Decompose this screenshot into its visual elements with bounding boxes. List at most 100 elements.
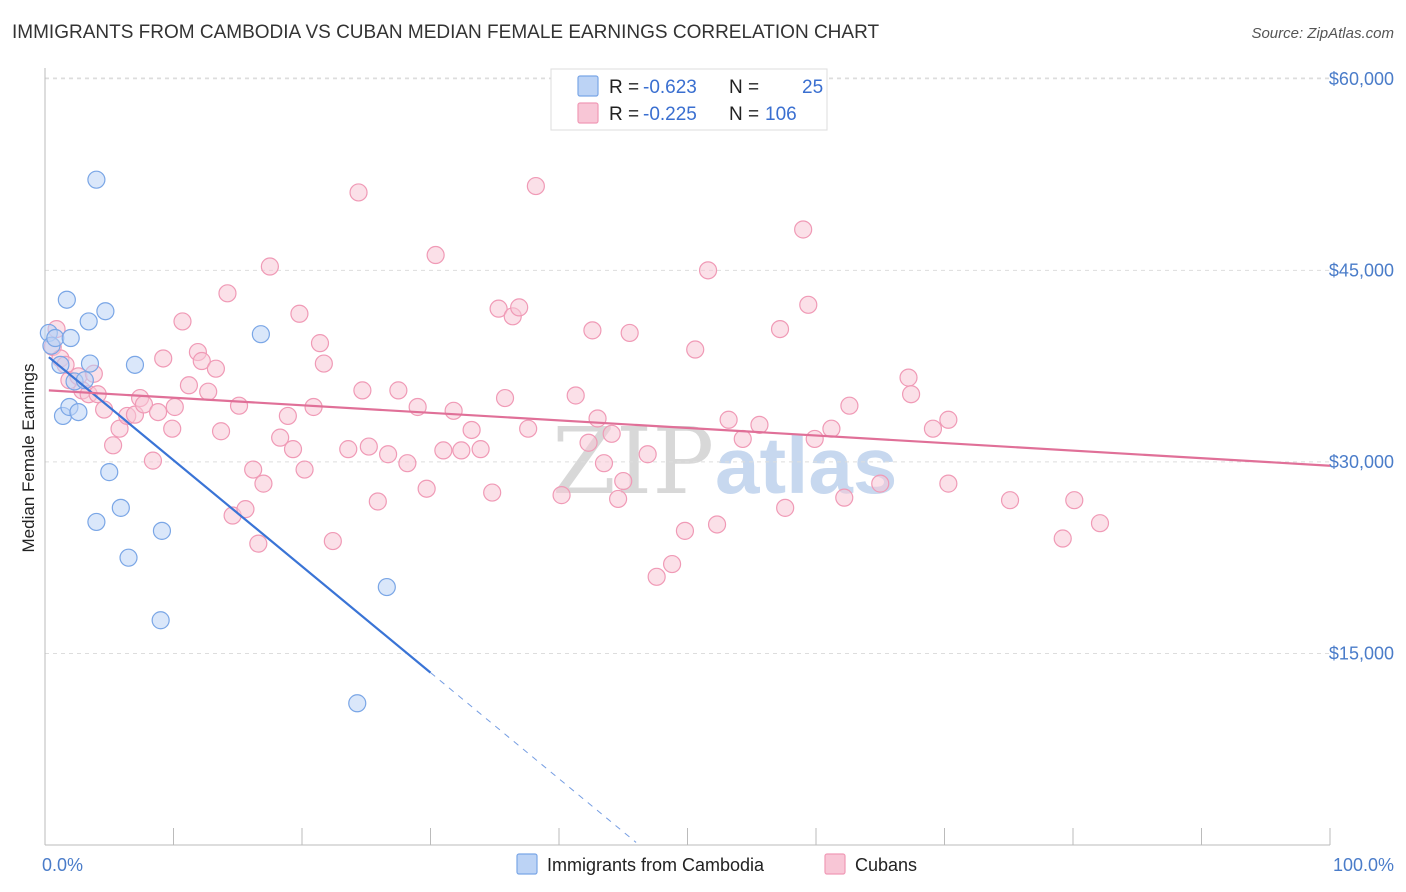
point-cambodia: [87, 512, 106, 532]
point-cubans: [566, 386, 585, 405]
y-axis-label: Median Female Earnings: [19, 364, 38, 553]
gridlines: [45, 77, 1330, 654]
point-cubans: [588, 409, 607, 428]
y-tick-label: $30,000: [1329, 452, 1394, 472]
point-cubans: [218, 284, 237, 303]
point-cubans: [805, 429, 824, 449]
point-cambodia: [348, 694, 367, 713]
series-legend: Immigrants from Cambodia Cubans: [516, 853, 917, 875]
point-cubans: [398, 454, 417, 473]
point-cambodia: [79, 312, 98, 331]
point-cubans: [260, 257, 279, 276]
point-cubans: [489, 299, 508, 318]
stats-legend-swatch-cambodia: [577, 75, 599, 97]
point-cambodia: [61, 328, 80, 348]
stats-legend-n-value-cubans: 106: [765, 104, 797, 125]
point-cubans: [368, 492, 387, 511]
point-cambodia: [111, 498, 130, 517]
point-cubans: [295, 460, 314, 479]
point-cubans: [939, 474, 958, 493]
y-tick-label: $45,000: [1329, 260, 1394, 280]
point-cubans: [638, 445, 657, 464]
point-cubans: [1000, 491, 1020, 510]
point-cubans: [620, 323, 639, 343]
point-cubans: [647, 567, 666, 586]
point-cubans: [510, 298, 529, 317]
point-cubans: [686, 340, 705, 359]
point-cambodia: [151, 611, 170, 630]
point-cubans: [923, 419, 943, 438]
point-cubans: [462, 420, 481, 440]
point-cambodia: [69, 402, 88, 422]
point-cubans: [271, 428, 290, 447]
point-cubans: [662, 554, 682, 574]
point-cubans: [1090, 514, 1110, 533]
point-cubans: [278, 406, 297, 426]
point-cubans: [733, 429, 752, 449]
point-cubans: [143, 451, 163, 470]
point-cubans: [614, 471, 633, 491]
point-cubans: [835, 488, 854, 507]
point-cubans: [776, 498, 795, 517]
point-cubans: [519, 419, 538, 438]
point-cubans: [471, 440, 490, 459]
point-cubans: [229, 396, 249, 415]
x-tick-label-min: 0.0%: [42, 855, 83, 875]
stats-legend-r-label-cambodia: R =: [609, 77, 639, 98]
point-cubans: [378, 445, 398, 464]
point-cubans: [675, 521, 695, 540]
point-cubans: [719, 410, 738, 429]
point-cubans: [840, 396, 859, 415]
point-cubans: [192, 351, 211, 371]
stats-legend-n-label-cubans: N =: [729, 104, 759, 125]
point-cubans: [283, 440, 303, 459]
x-tick-label-max: 100.0%: [1333, 855, 1394, 875]
point-cubans: [707, 515, 727, 534]
stats-legend-n-value-cambodia: 25: [802, 77, 823, 98]
point-cubans: [199, 382, 218, 401]
trend-lines: [48, 356, 1331, 843]
point-cubans: [1053, 529, 1072, 548]
point-cubans: [583, 321, 602, 340]
point-cubans: [323, 531, 342, 551]
point-cubans: [163, 419, 182, 438]
point-cubans: [770, 319, 790, 339]
point-cubans: [901, 385, 921, 404]
point-cubans: [417, 479, 436, 498]
legend-swatch-cambodia: [516, 853, 538, 875]
point-cambodia: [96, 302, 115, 321]
point-cubans: [249, 534, 268, 553]
trend-line-cambodia-extension: [430, 672, 637, 843]
point-cubans: [939, 410, 958, 429]
point-cubans: [698, 261, 718, 280]
legend-label-cubans: Cubans: [855, 855, 917, 875]
series-cubans-points: [43, 176, 1110, 586]
point-cubans: [799, 295, 818, 314]
point-cambodia: [152, 521, 172, 540]
point-cubans: [483, 483, 502, 502]
trend-line-cambodia: [48, 356, 432, 674]
series-cambodia-points: [39, 170, 396, 713]
axes: [44, 68, 1331, 846]
stats-legend-r-label-cubans: R =: [609, 104, 639, 125]
chart-title: IMMIGRANTS FROM CAMBODIA VS CUBAN MEDIAN…: [12, 22, 879, 43]
point-cubans: [434, 441, 453, 460]
point-cubans: [359, 437, 378, 456]
stats-legend-swatch-cubans: [577, 102, 599, 124]
point-cambodia: [87, 170, 106, 189]
point-cambodia: [46, 328, 65, 348]
point-cubans: [552, 486, 571, 505]
point-cubans: [822, 419, 841, 438]
point-cubans: [579, 433, 598, 452]
point-cubans: [353, 381, 372, 400]
point-cubans: [211, 422, 231, 441]
point-cubans: [148, 402, 168, 422]
point-cubans: [609, 489, 628, 509]
point-cubans: [173, 312, 192, 331]
y-tick-label: $15,000: [1329, 643, 1394, 663]
point-cambodia: [125, 355, 145, 374]
point-cubans: [899, 368, 918, 387]
point-cubans: [871, 474, 890, 493]
stats-legend-r-value-cambodia: -0.623: [643, 77, 697, 98]
point-cubans: [314, 354, 333, 373]
